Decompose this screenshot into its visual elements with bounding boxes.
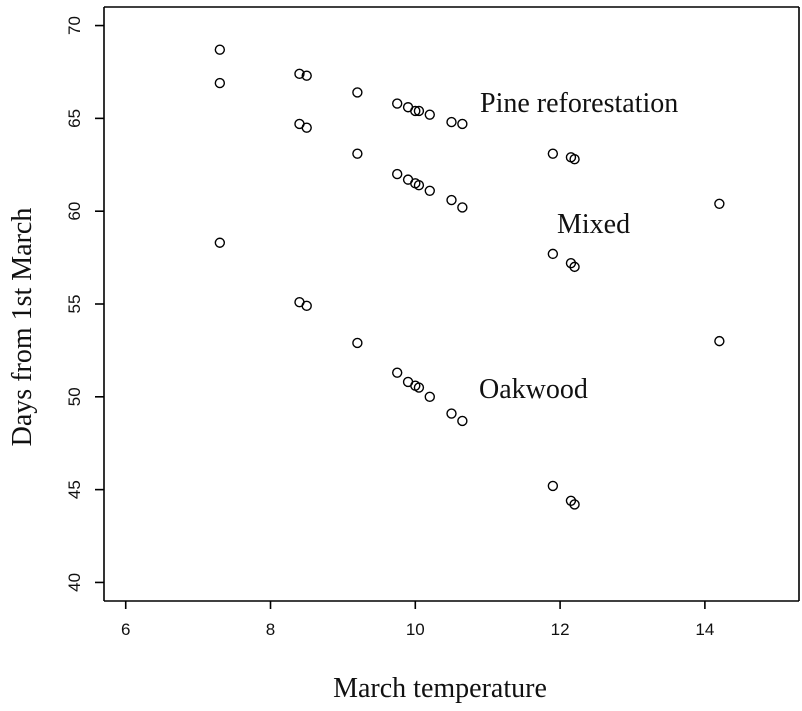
data-point-pine-reforestation — [294, 68, 305, 80]
data-point-mixed — [457, 202, 468, 213]
data-point-pine-reforestation — [392, 98, 403, 109]
data-point-oakwood — [392, 367, 403, 378]
data-point-oakwood — [714, 335, 725, 347]
y-tick-label: 65 — [65, 109, 84, 128]
y-axis-title: Days from 1st March — [7, 208, 38, 447]
data-point-pine-reforestation — [410, 105, 421, 117]
data-point-pine-reforestation — [424, 109, 435, 120]
annotation-mixed: Mixed — [557, 209, 630, 240]
data-point-pine-reforestation — [457, 118, 468, 130]
annotation-oakwood: Oakwood — [479, 374, 588, 405]
data-point-mixed — [352, 148, 363, 159]
annotation-pine-reforestation: Pine reforestation — [480, 88, 678, 119]
data-point-pine-reforestation — [352, 87, 363, 98]
data-point-mixed — [569, 261, 580, 273]
y-tick-label: 70 — [65, 16, 84, 35]
data-point-mixed — [214, 77, 226, 89]
data-point-mixed — [446, 194, 457, 206]
x-axis-title: March temperature — [333, 673, 547, 704]
data-point-mixed — [413, 179, 425, 191]
data-point-oakwood — [424, 391, 435, 403]
x-axis-ticks: 6 8 10 12 14 — [121, 601, 714, 639]
x-tick-label: 12 — [551, 620, 570, 639]
data-point-pine-reforestation — [547, 148, 559, 159]
data-point-oakwood — [214, 237, 226, 248]
data-point-pine-reforestation — [446, 116, 457, 128]
y-axis-ticks: 40 45 50 55 60 65 70 — [65, 16, 104, 592]
data-point-pine-reforestation — [214, 44, 226, 55]
y-tick-label: 60 — [65, 202, 84, 221]
data-points — [214, 44, 725, 510]
data-point-oakwood — [301, 300, 312, 312]
data-point-mixed — [714, 198, 725, 209]
data-point-oakwood — [352, 337, 363, 349]
data-point-oakwood — [446, 408, 457, 419]
y-tick-label: 55 — [65, 295, 84, 314]
x-tick-label: 10 — [406, 620, 425, 639]
x-tick-label: 6 — [121, 620, 130, 639]
data-point-pine-reforestation — [413, 105, 425, 117]
data-point-oakwood — [457, 415, 468, 427]
data-point-oakwood — [547, 480, 559, 492]
data-point-mixed — [392, 168, 403, 180]
y-tick-label: 40 — [65, 573, 84, 592]
y-tick-label: 45 — [65, 480, 84, 499]
data-point-pine-reforestation — [569, 154, 580, 165]
x-tick-label: 14 — [695, 620, 714, 639]
data-point-mixed — [547, 248, 559, 260]
y-tick-label: 50 — [65, 387, 84, 406]
data-point-mixed — [301, 122, 312, 133]
data-point-oakwood — [569, 499, 580, 510]
data-point-mixed — [424, 185, 435, 196]
data-point-mixed — [565, 257, 577, 269]
x-tick-label: 8 — [266, 620, 275, 639]
data-point-pine-reforestation — [301, 70, 312, 81]
data-point-oakwood — [565, 495, 577, 506]
data-point-oakwood — [413, 382, 425, 393]
